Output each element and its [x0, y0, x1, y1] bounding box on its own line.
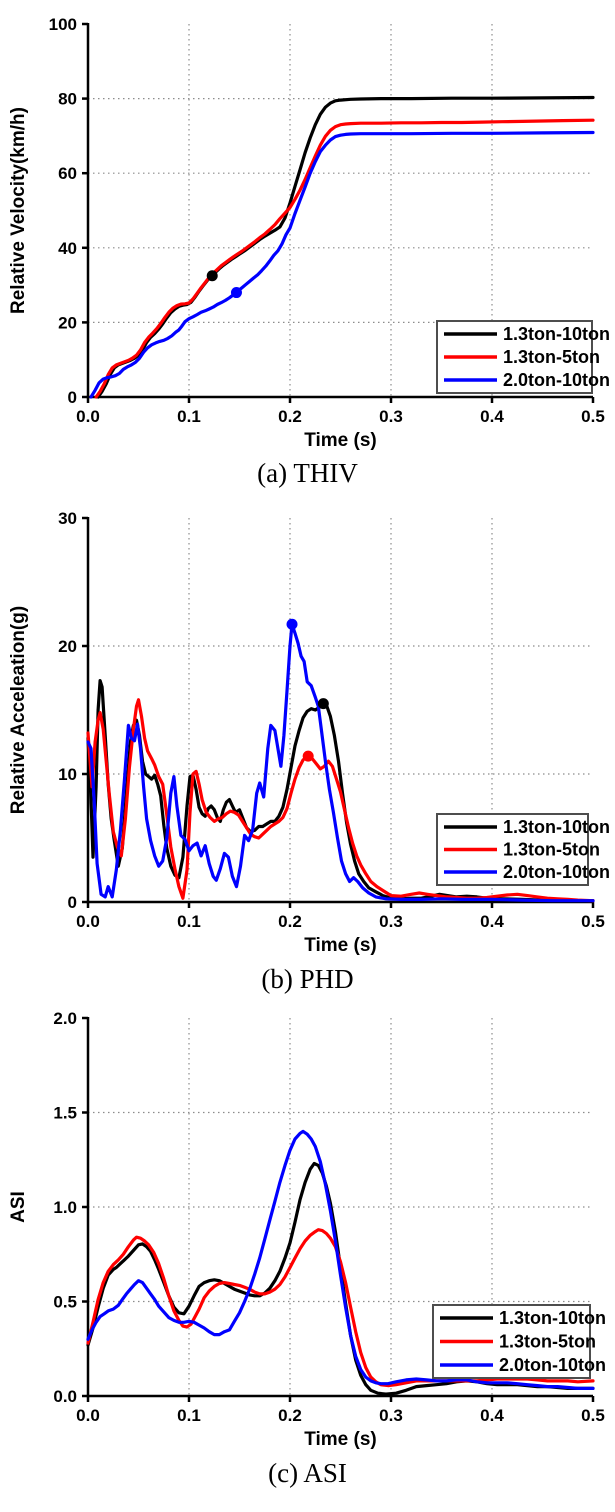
y-axis-title: ASI — [8, 1191, 29, 1223]
tick-labels: 0.0 0.1 0.2 0.3 0.4 0.5 0 20 40 60 80 100 — [49, 15, 605, 426]
y-tick-label: 10 — [58, 765, 77, 784]
phd-chart: 0.0 0.1 0.2 0.3 0.4 0.5 0 10 20 30 Time (s) Relativ… — [8, 509, 610, 956]
x-axis-title: Time (s) — [304, 430, 377, 451]
thiv-chart: 0.0 0.1 0.2 0.3 0.4 0.5 0 20 40 60 80 100 Time (s) Re… — [8, 15, 610, 451]
x-tick-label: 0.1 — [177, 1406, 201, 1425]
x-tick-label: 0.0 — [76, 1406, 100, 1425]
x-tick-label: 0.2 — [278, 912, 302, 931]
legend: 1.3ton-10ton 1.3ton-5ton 2.0ton-10ton — [432, 1304, 606, 1379]
x-tick-label: 0.3 — [379, 912, 403, 931]
x-tick-label: 0.5 — [581, 1406, 605, 1425]
x-tick-label: 0.2 — [278, 1406, 302, 1425]
legend-label: 1.3ton-10ton — [503, 817, 610, 837]
x-tick-label: 0.5 — [581, 912, 605, 931]
x-tick-label: 0.1 — [177, 912, 201, 931]
legend-label: 1.3ton-10ton — [503, 324, 610, 344]
y-tick-label: 0 — [68, 388, 77, 407]
series-line-1.3ton-5ton — [94, 118, 595, 399]
legend-label: 1.3ton-5ton — [503, 840, 600, 860]
x-tick-label: 0.5 — [581, 407, 605, 426]
y-tick-label: 40 — [58, 239, 77, 258]
x-tick-label: 0.4 — [480, 407, 504, 426]
chart-phd-caption: (b) PHD — [261, 964, 354, 994]
x-tick-label: 0.0 — [76, 407, 100, 426]
x-axis-title: Time (s) — [304, 1429, 377, 1450]
y-tick-label: 20 — [58, 637, 77, 656]
y-tick-label: 1.0 — [53, 1198, 77, 1217]
marker-dot-1.3ton-10ton — [206, 270, 218, 282]
x-tick-label: 0.2 — [278, 407, 302, 426]
chart-asi-panel: 0.0 0.1 0.2 0.3 0.4 0.5 0.0 0.5 1.0 1.5 2.0 Time (s… — [0, 1008, 615, 1512]
legend-label: 1.3ton-5ton — [499, 1332, 596, 1352]
axes — [82, 516, 595, 908]
y-tick-label: 0.0 — [53, 1387, 77, 1406]
y-tick-label: 80 — [58, 90, 77, 109]
x-tick-label: 0.3 — [379, 407, 403, 426]
marker-dot-1.3ton-10ton — [317, 698, 329, 710]
asi-chart: 0.0 0.1 0.2 0.3 0.4 0.5 0.0 0.5 1.0 1.5 2.0 Time (s… — [8, 1009, 606, 1450]
series-line-2.0ton-10ton — [89, 130, 595, 399]
x-tick-label: 0.1 — [177, 407, 201, 426]
y-tick-label: 30 — [58, 509, 77, 528]
x-tick-label: 0.3 — [379, 1406, 403, 1425]
y-axis-title: Relative Velocity(km/h) — [8, 107, 29, 314]
chart-thiv-panel: 0.0 0.1 0.2 0.3 0.4 0.5 0 20 40 60 80 100 Time (s) Re… — [0, 0, 615, 504]
chart-thiv-caption: (a) THIV — [257, 458, 358, 488]
marker-dot-2.0ton-10ton — [286, 618, 298, 630]
legend-label: 1.3ton-5ton — [503, 347, 600, 367]
series-line-1.3ton-5ton — [86, 698, 595, 903]
axes — [82, 22, 595, 403]
series-line-1.3ton-10ton — [86, 1161, 595, 1396]
y-tick-label: 0 — [68, 893, 77, 912]
chart-asi-caption: (c) ASI — [268, 1458, 347, 1488]
chart-phd-panel: 0.0 0.1 0.2 0.3 0.4 0.5 0 10 20 30 Time (s) Relativ… — [0, 504, 615, 1008]
y-tick-label: 1.5 — [53, 1104, 77, 1123]
legend-label: 2.0ton-10ton — [503, 862, 610, 882]
legend-label: 2.0ton-10ton — [499, 1355, 606, 1375]
x-tick-label: 0.4 — [480, 1406, 504, 1425]
y-tick-label: 2.0 — [53, 1009, 77, 1028]
y-tick-label: 20 — [58, 313, 77, 332]
tick-labels: 0.0 0.1 0.2 0.3 0.4 0.5 0.0 0.5 1.0 1.5 2.0 — [53, 1009, 604, 1425]
series-line-2.0ton-10ton — [86, 622, 595, 903]
y-tick-label: 100 — [49, 15, 77, 34]
legend-label: 1.3ton-10ton — [499, 1308, 606, 1328]
series-line-2.0ton-10ton — [86, 1129, 595, 1390]
y-tick-label: 60 — [58, 164, 77, 183]
marker-dot-2.0ton-10ton — [230, 287, 242, 299]
x-tick-label: 0.0 — [76, 912, 100, 931]
tick-labels: 0.0 0.1 0.2 0.3 0.4 0.5 0 10 20 30 — [58, 509, 605, 931]
marker-dot-1.3ton-5ton — [302, 750, 314, 762]
x-axis-title: Time (s) — [304, 935, 377, 956]
y-tick-label: 0.5 — [53, 1293, 77, 1312]
legend: 1.3ton-10ton 1.3ton-5ton 2.0ton-10ton — [436, 320, 610, 394]
legend-label: 2.0ton-10ton — [503, 370, 610, 390]
x-tick-label: 0.4 — [480, 912, 504, 931]
y-axis-title: Relative Acceleation(g) — [8, 606, 29, 814]
axes — [82, 1016, 595, 1402]
